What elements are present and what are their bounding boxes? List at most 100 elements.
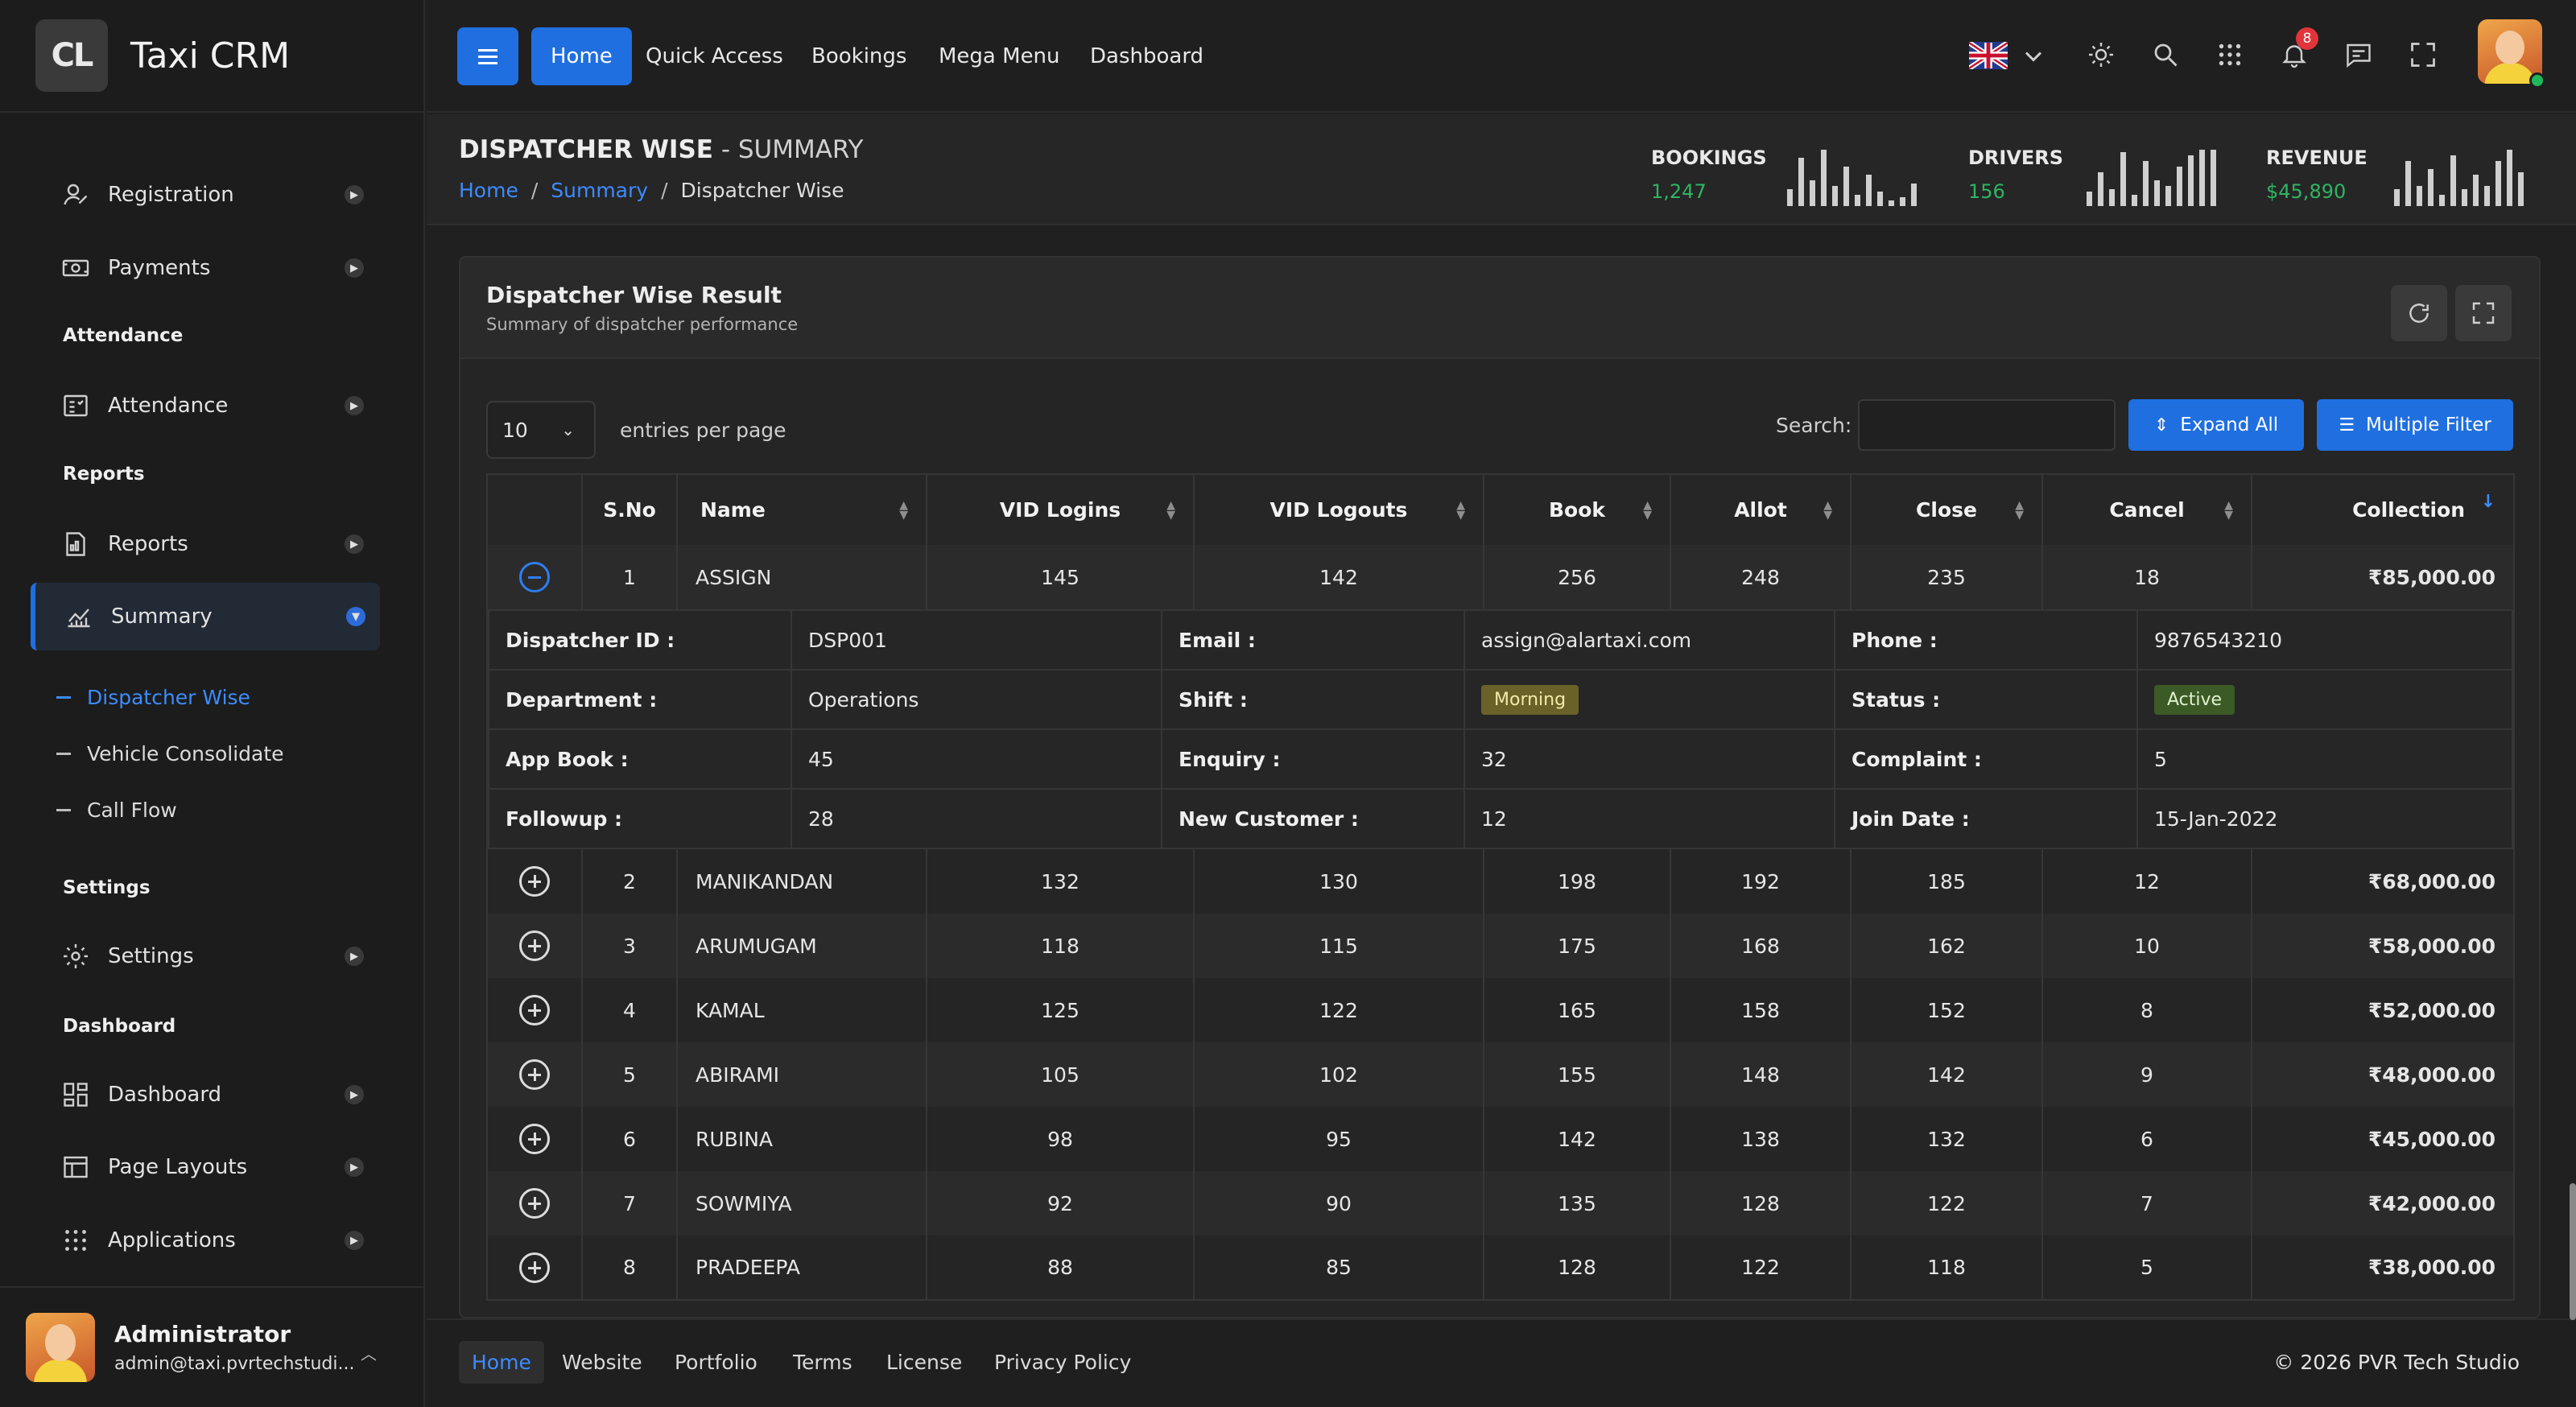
- table-row: 1 ASSIGN 145 142 256 248 235 18 ₹85,000.…: [486, 545, 2514, 609]
- row-toggle[interactable]: [486, 1042, 582, 1107]
- col-collection[interactable]: Collection ↓: [2251, 474, 2514, 545]
- sparkline-bar: [2462, 189, 2467, 206]
- expand-row-icon[interactable]: [519, 995, 550, 1025]
- cell-vid-logouts: 122: [1193, 978, 1484, 1042]
- col-name[interactable]: Name ▲ ▼: [676, 474, 927, 545]
- row-toggle[interactable]: [486, 914, 582, 978]
- chevron-up-icon[interactable]: ︿: [361, 1344, 377, 1364]
- breadcrumb-home[interactable]: Home: [459, 179, 518, 202]
- sidebar-item-registration[interactable]: Registration ▶: [32, 161, 378, 229]
- collapse-icon[interactable]: [519, 562, 550, 592]
- cell-allot: 128: [1670, 1171, 1851, 1236]
- sparkline-bar: [1866, 175, 1872, 206]
- row-toggle[interactable]: [486, 545, 582, 609]
- sparkline-bar: [2496, 161, 2501, 206]
- expand-row-icon[interactable]: [519, 1188, 550, 1219]
- topnav-home[interactable]: Home: [531, 27, 632, 85]
- sparkline-bar: [1787, 189, 1793, 206]
- cell-collection: ₹58,000.00: [2251, 914, 2514, 978]
- chevron-down-icon[interactable]: [2016, 39, 2051, 74]
- cell-collection: ₹42,000.00: [2251, 1171, 2514, 1236]
- row-toggle[interactable]: [486, 978, 582, 1042]
- cell-sno: 6: [581, 1107, 677, 1171]
- user-profile[interactable]: Administrator admin@taxi.pvrtechstudi...…: [0, 1286, 425, 1407]
- brand[interactable]: CL Taxi CRM: [0, 0, 423, 113]
- col-allot[interactable]: Allot ▲ ▼: [1670, 474, 1851, 545]
- menu-toggle-button[interactable]: [457, 27, 518, 85]
- search-icon[interactable]: [2148, 37, 2183, 72]
- sidebar-item-settings[interactable]: Settings ▶: [32, 922, 378, 990]
- sparkline-bar: [2507, 150, 2512, 206]
- subitem-dispatcher-wise[interactable]: Dispatcher Wise: [56, 686, 250, 709]
- row-toggle[interactable]: [486, 1107, 582, 1171]
- footer-link-terms[interactable]: Terms: [793, 1351, 852, 1374]
- topnav-mega-menu[interactable]: Mega Menu: [939, 44, 1060, 68]
- sun-icon[interactable]: [2083, 37, 2119, 72]
- sparkline-bar: [2428, 169, 2434, 206]
- topnav-bookings[interactable]: Bookings: [811, 44, 907, 68]
- topnav-dashboard[interactable]: Dashboard: [1090, 44, 1204, 68]
- detail-complaint: 5: [2136, 728, 2513, 790]
- sidebar-item-applications[interactable]: Applications ▶: [32, 1207, 378, 1274]
- sidebar-item-reports[interactable]: Reports ▶: [32, 510, 378, 578]
- sparkline-bar: [1889, 200, 1894, 206]
- footer-link-portfolio[interactable]: Portfolio: [675, 1351, 758, 1374]
- footer-link-privacy-policy[interactable]: Privacy Policy: [994, 1351, 1132, 1374]
- avatar[interactable]: [2478, 19, 2542, 84]
- breadcrumb-summary[interactable]: Summary: [551, 179, 649, 202]
- cell-vid-logouts: 85: [1193, 1236, 1484, 1300]
- col-vid-logouts[interactable]: VID Logouts ▲ ▼: [1193, 474, 1484, 545]
- footer-link-home[interactable]: Home: [459, 1341, 544, 1384]
- sort-icon: ▲ ▼: [1456, 499, 1465, 522]
- detail-label: Phone :: [1834, 609, 2138, 670]
- expand-icon: [2472, 302, 2495, 324]
- bell-icon[interactable]: [2277, 37, 2312, 72]
- multiple-filter-button[interactable]: ☰ Multiple Filter: [2317, 399, 2513, 451]
- row-toggle[interactable]: [486, 1236, 582, 1300]
- row-toggle[interactable]: [486, 849, 582, 914]
- sidebar-item-page-layouts[interactable]: Page Layouts ▶: [32, 1133, 378, 1201]
- expand-row-icon[interactable]: [519, 930, 550, 961]
- col-sno[interactable]: S.No: [581, 474, 677, 545]
- page-scrollbar[interactable]: [2570, 1183, 2576, 1320]
- col-close[interactable]: Close ▲ ▼: [1850, 474, 2042, 545]
- expand-row-icon[interactable]: [519, 1059, 550, 1090]
- col-book[interactable]: Book ▲ ▼: [1483, 474, 1670, 545]
- expand-row-icon[interactable]: [519, 1252, 550, 1283]
- chat-icon[interactable]: [2341, 37, 2376, 72]
- footer-link-website[interactable]: Website: [562, 1351, 642, 1374]
- refresh-button[interactable]: [2391, 285, 2447, 341]
- cell-vid-logins: 132: [926, 849, 1194, 914]
- card-subtitle: Summary of dispatcher performance: [486, 315, 799, 334]
- card-fullscreen-button[interactable]: [2455, 285, 2512, 341]
- apps-grid-icon[interactable]: [2212, 37, 2248, 72]
- subitem-vehicle-consolidate[interactable]: Vehicle Consolidate: [56, 742, 284, 765]
- cell-allot: 158: [1670, 978, 1851, 1042]
- cell-sno: 4: [581, 978, 677, 1042]
- fullscreen-icon[interactable]: [2405, 37, 2441, 72]
- status-badge: Active: [2154, 684, 2235, 715]
- entries-per-page-select[interactable]: 10 ⌄: [486, 401, 596, 459]
- col-cancel[interactable]: Cancel ▲ ▼: [2041, 474, 2252, 545]
- card-title: Dispatcher Wise Result: [486, 282, 782, 308]
- cell-vid-logouts: 95: [1193, 1107, 1484, 1171]
- search-input[interactable]: [1858, 399, 2116, 451]
- sidebar-item-label: Dashboard: [108, 1083, 222, 1107]
- topnav-quick-access[interactable]: Quick Access: [646, 44, 783, 68]
- footer-link-license[interactable]: License: [886, 1351, 963, 1374]
- sidebar-item-dashboard[interactable]: Dashboard ▶: [32, 1061, 378, 1128]
- sort-icon: ▲ ▼: [1166, 499, 1175, 522]
- sidebar-item-payments[interactable]: Payments ▶: [32, 234, 378, 302]
- sidebar-item-label: Attendance: [108, 394, 229, 418]
- subitem-call-flow[interactable]: Call Flow: [56, 798, 177, 822]
- expand-row-icon[interactable]: [519, 1124, 550, 1154]
- uk-flag-icon[interactable]: [1969, 42, 2008, 69]
- sidebar-item-attendance[interactable]: Attendance ▶: [32, 372, 378, 439]
- row-toggle[interactable]: [486, 1171, 582, 1236]
- expand-row-icon[interactable]: [519, 866, 550, 897]
- sparkline-bar: [1832, 186, 1838, 206]
- expand-all-button[interactable]: ⇕ Expand All: [2128, 399, 2304, 451]
- cell-vid-logins: 118: [926, 914, 1194, 978]
- col-vid-logins[interactable]: VID Logins ▲ ▼: [926, 474, 1194, 545]
- sidebar-item-summary[interactable]: Summary ▼: [31, 583, 380, 650]
